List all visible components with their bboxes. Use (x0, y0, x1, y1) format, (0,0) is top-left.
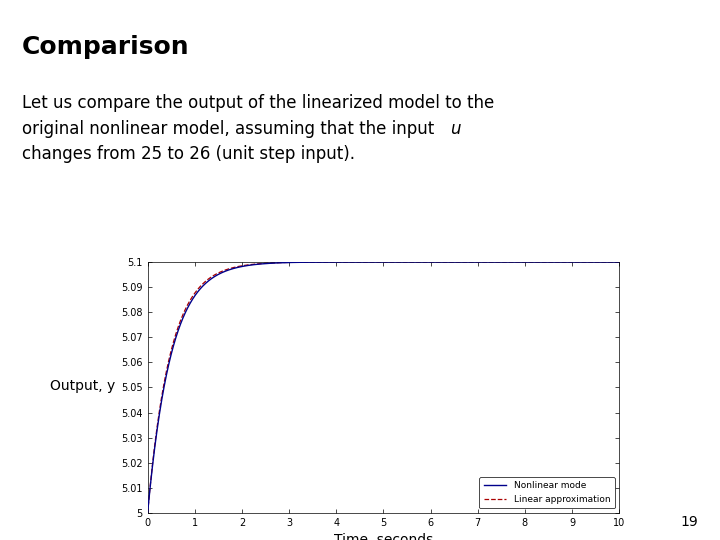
Nonlinear mode (515, 259, 523, 265)
Legend: Nonlinear mode, Linear approximation: Nonlinear mode, Linear approximation (480, 477, 615, 509)
Nonlinear mode (601, 259, 610, 265)
Line: Linear approximation: Linear approximation (148, 262, 619, 513)
Linear approximation (167, 346, 176, 352)
Linear approximation (601, 259, 610, 265)
Text: original nonlinear model, assuming that the input: original nonlinear model, assuming that … (22, 120, 439, 138)
Text: changes from 25 to 26 (unit step input).: changes from 25 to 26 (unit step input). (22, 145, 355, 163)
Nonlinear mode (372, 259, 381, 265)
Linear approximation (515, 259, 523, 265)
Linear approximation (360, 259, 369, 265)
Text: Output, y: Output, y (50, 379, 115, 393)
Linear approximation (615, 259, 624, 265)
Text: u: u (450, 120, 461, 138)
Nonlinear mode (615, 259, 624, 265)
Line: Nonlinear mode: Nonlinear mode (148, 262, 619, 513)
X-axis label: Time, seconds: Time, seconds (334, 534, 433, 540)
Text: Let us compare the output of the linearized model to the: Let us compare the output of the lineari… (22, 94, 494, 112)
Nonlinear mode (167, 349, 176, 356)
Linear approximation (372, 259, 381, 265)
Nonlinear mode (143, 510, 152, 516)
Linear approximation (601, 259, 610, 265)
Text: Comparison: Comparison (22, 35, 189, 59)
Nonlinear mode (360, 259, 369, 265)
Text: 19: 19 (680, 515, 698, 529)
Nonlinear mode (601, 259, 610, 265)
Linear approximation (143, 510, 152, 516)
